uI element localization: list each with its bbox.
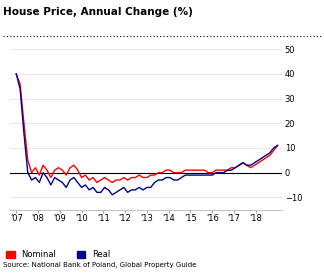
Text: Source: National Bank of Poland, Global Property Guide: Source: National Bank of Poland, Global … [3,262,197,268]
Text: House Price, Annual Change (%): House Price, Annual Change (%) [3,7,193,17]
Legend: Nominal, Real: Nominal, Real [3,247,114,262]
